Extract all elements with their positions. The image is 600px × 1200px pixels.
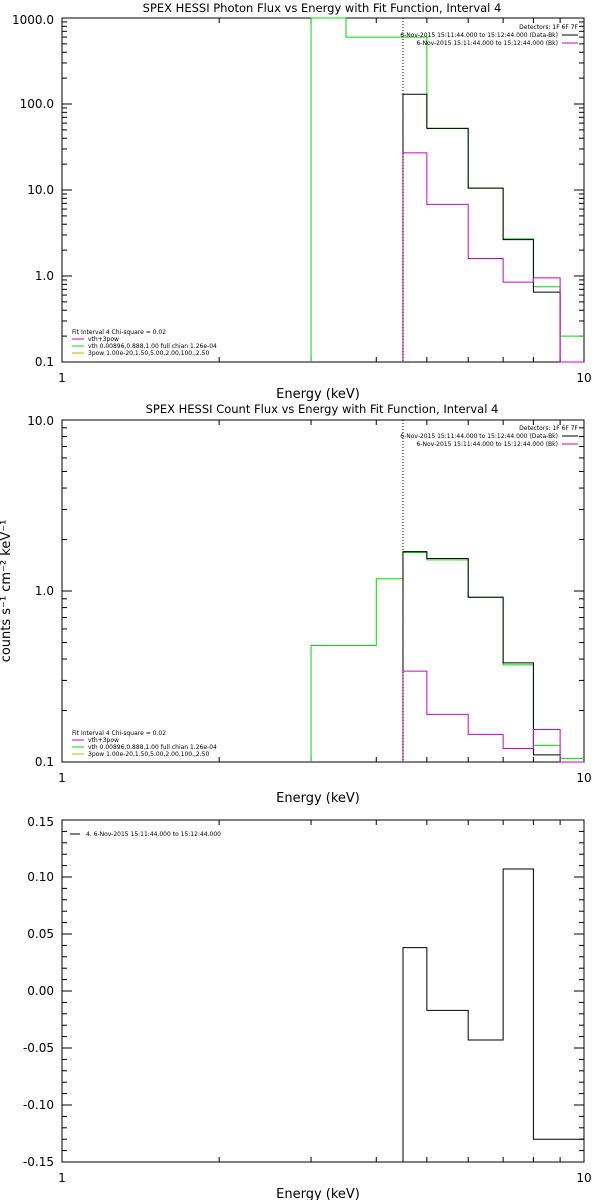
photon-flux-series-black-1 — [402, 93, 584, 363]
count-flux-legend-title: Fit Interval 4 Chi-square = 0.02 — [72, 730, 166, 737]
count-flux-xtick-1: 1 — [58, 771, 66, 785]
photon-flux-header-line-2: 6-Nov-2015 15:11:44.000 to 15:12:44.000 … — [416, 40, 558, 47]
residuals-ytick-4: 0.05 — [27, 927, 54, 941]
count-flux-legend-item-3: 3pow 1.00e-20,1.50,5.00,2.00,100.,2.50 — [88, 751, 209, 758]
photon-flux-xlabel: Energy (keV) — [276, 387, 360, 402]
count-flux-legend-item-1: vth+3pow — [88, 737, 119, 744]
photon-flux-header-line-1: 6-Nov-2015 15:11:44.000 to 15:12:44.000 … — [400, 32, 558, 39]
count-flux-detectors: Detectors: 1F 6F 7F — [519, 425, 578, 432]
residuals-plot-frame — [61, 819, 585, 1163]
photon-flux-x-ticks — [61, 18, 585, 362]
count-flux-series-magenta-2 — [402, 670, 584, 763]
photon-flux-panel: SPEX HESSI Photon Flux vs Energy with Fi… — [12, 1, 592, 402]
residuals-panel: 1 10 -0.15 -0.10 -0.05 0.00 0.05 0.10 0.… — [23, 815, 592, 1200]
photon-flux-ytick-3: 100.0 — [20, 97, 54, 111]
residuals-ytick-2: -0.05 — [23, 1041, 54, 1055]
photon-flux-legend-item-2: vth 0.00896,0.888,1.00 full chian 1.26e-… — [88, 343, 217, 350]
count-flux-ytick-1: 1.0 — [35, 584, 54, 598]
residuals-ytick-1: -0.10 — [23, 1098, 54, 1112]
residuals-ytick-0: -0.15 — [23, 1155, 54, 1169]
residuals-series — [402, 868, 584, 1162]
count-flux-plot-frame — [61, 419, 585, 763]
photon-flux-detectors: Detectors: 1F 6F 7F — [519, 24, 578, 31]
residuals-xlabel: Energy (keV) — [276, 1187, 360, 1200]
residuals-legend-text: 4. 6-Nov-2015 15:11:44.000 to 15:12:44.0… — [86, 831, 221, 838]
photon-flux-series-magenta-2 — [402, 152, 584, 363]
residuals-xtick-1: 1 — [58, 1171, 66, 1185]
photon-flux-y-ticks — [62, 17, 584, 363]
photon-flux-ytick-1: 1.0 — [35, 269, 54, 283]
photon-flux-ytick-2: 10.0 — [27, 183, 54, 197]
photon-flux-xtick-1: 1 — [58, 371, 66, 385]
residuals-xtick-10: 10 — [576, 1171, 591, 1185]
count-flux-panel: SPEX HESSI Count Flux vs Energy with Fit… — [0, 402, 592, 806]
count-flux-series-black-1 — [402, 551, 584, 763]
photon-flux-legend-item-3: 3pow 1.00e-20,1.50,5.00,2.00,100.,2.50 — [88, 350, 209, 357]
count-flux-xtick-10: 10 — [576, 771, 591, 785]
residuals-x-ticks — [61, 820, 585, 1162]
residuals-ytick-3: 0.00 — [27, 984, 54, 998]
count-flux-series — [310, 551, 584, 763]
photon-flux-series — [310, 17, 584, 363]
photon-flux-ytick-4: 1000.0 — [12, 13, 54, 27]
photon-flux-legend-title: Fit Interval 4 Chi-square = 0.02 — [72, 329, 166, 336]
residuals-series-black-0 — [402, 868, 584, 1162]
count-flux-series-green-0 — [310, 551, 584, 762]
count-flux-xlabel: Energy (keV) — [276, 791, 360, 806]
count-flux-ytick-2: 10.0 — [27, 414, 54, 428]
count-flux-title: SPEX HESSI Count Flux vs Energy with Fit… — [146, 402, 499, 416]
count-flux-header-line-2: 6-Nov-2015 15:11:44.000 to 15:12:44.000 … — [416, 441, 558, 448]
photon-flux-title: SPEX HESSI Photon Flux vs Energy with Fi… — [143, 1, 502, 15]
photon-flux-ytick-0: 0.1 — [35, 355, 54, 369]
count-flux-y-ticks — [62, 419, 584, 763]
residuals-ytick-6: 0.15 — [27, 815, 54, 829]
residuals-y-ticks — [62, 819, 584, 1163]
photon-flux-series-green-0 — [310, 17, 584, 362]
count-flux-ylabel: counts s⁻¹ cm⁻² keV⁻¹ — [0, 520, 14, 663]
photon-flux-plot-frame — [61, 17, 585, 363]
residuals-ytick-5: 0.10 — [27, 870, 54, 884]
photon-flux-xtick-10: 10 — [576, 371, 591, 385]
photon-flux-legend-item-1: vth+3pow — [88, 336, 119, 343]
count-flux-ytick-0: 0.1 — [35, 755, 54, 769]
count-flux-header-line-1: 6-Nov-2015 15:11:44.000 to 15:12:44.000 … — [400, 433, 558, 440]
count-flux-x-ticks — [61, 420, 585, 762]
count-flux-legend-item-2: vth 0.00896,0.888,1.00 full chian 1.26e-… — [88, 744, 217, 751]
